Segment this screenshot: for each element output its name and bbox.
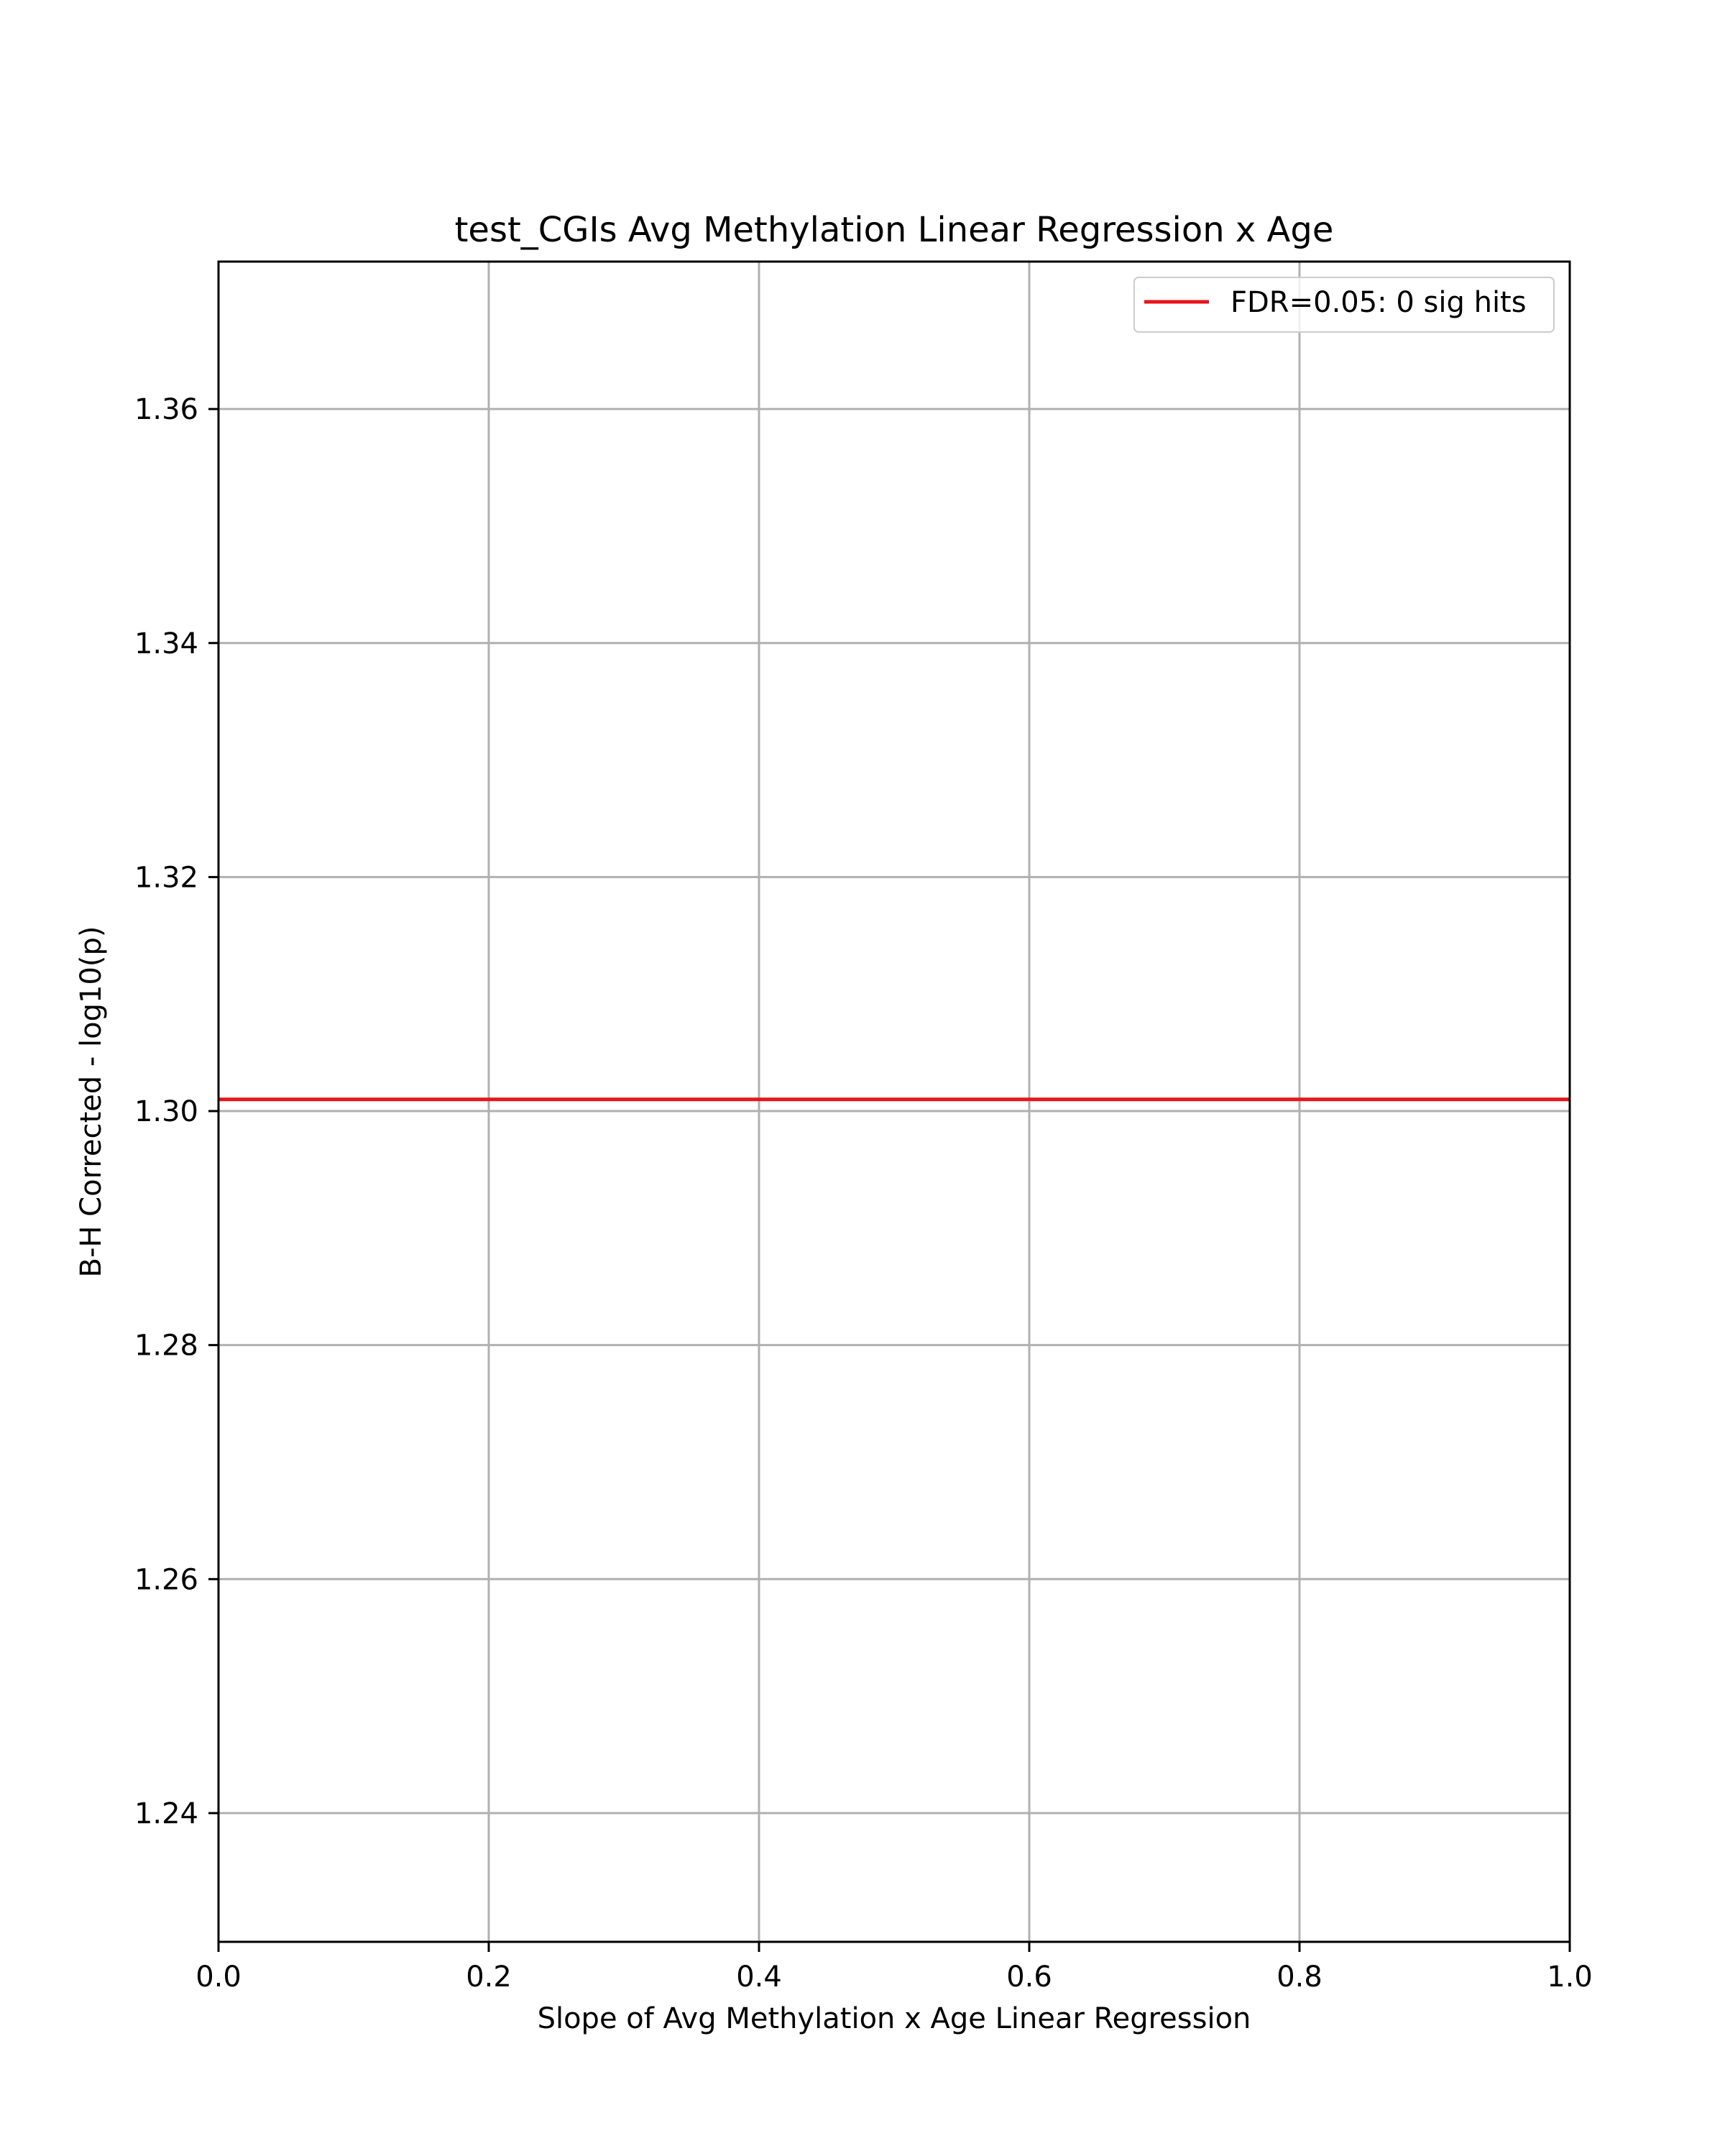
x-tick-label: 0.2 [466, 1961, 512, 1994]
axes-frame [217, 260, 1571, 1943]
legend-entry-label: FDR=0.05: 0 sig hits [1230, 286, 1527, 319]
x-tick-label: 1.0 [1547, 1961, 1593, 1994]
x-axis-label: Slope of Avg Methylation x Age Linear Re… [538, 2002, 1251, 2035]
y-tick-label: 1.28 [134, 1330, 198, 1363]
chart-title: test_CGIs Avg Methylation Linear Regress… [455, 210, 1334, 250]
x-tick-label: 0.8 [1276, 1961, 1322, 1994]
y-axis-label: B-H Corrected - log10(p) [75, 926, 108, 1277]
x-tick-label: 0.0 [196, 1961, 242, 1994]
legend-box [1133, 277, 1555, 333]
legend: FDR=0.05: 0 sig hits [1133, 277, 1555, 333]
y-tick-label: 1.36 [134, 393, 198, 426]
x-tick-label: 0.4 [736, 1961, 782, 1994]
y-tick-label: 1.34 [134, 627, 198, 660]
y-tick-label: 1.24 [134, 1797, 198, 1830]
x-tick-label: 0.6 [1006, 1961, 1052, 1994]
ticks-layer: 0.0 0.2 0.4 0.6 0.8 1.0 1.24 1.26 1.28 1.30 1.32 1.… [134, 393, 1593, 1994]
grid-lines [217, 262, 1571, 1942]
y-tick-label: 1.26 [134, 1563, 198, 1596]
y-tick-label: 1.32 [134, 861, 198, 894]
y-tick-label: 1.30 [134, 1095, 198, 1128]
